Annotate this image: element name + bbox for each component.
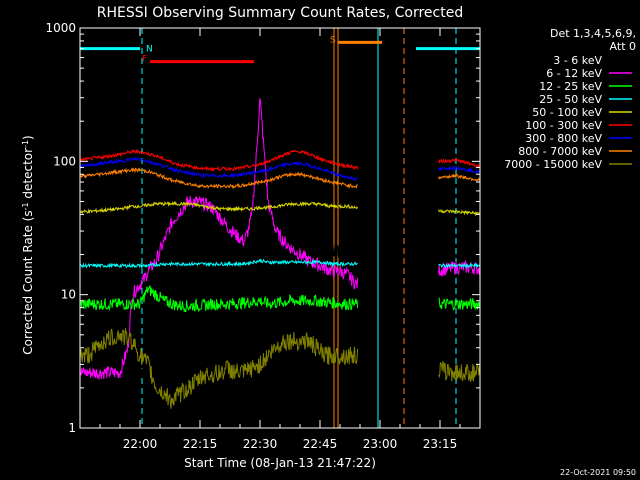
flag-label-s: S xyxy=(330,35,336,45)
y-axis-label: Corrected Count Rate (s-1 detector-1) xyxy=(21,135,36,354)
legend-label-7: 800 - 7000 keV xyxy=(518,145,602,158)
flag-label-n: N xyxy=(146,45,153,55)
legend-label-1: 6 - 12 keV xyxy=(546,67,602,80)
y-tick-label-0: 1 xyxy=(68,421,76,435)
x-tick-label-5: 23:15 xyxy=(423,437,458,451)
legend-label-4: 50 - 100 keV xyxy=(532,106,602,119)
x-tick-label-2: 22:30 xyxy=(243,437,278,451)
footer-date: 22-Oct-2021 09:50 xyxy=(560,468,636,477)
y-tick-label-2: 100 xyxy=(53,154,76,168)
y-tick-label-3: 1000 xyxy=(45,21,76,35)
legend-label-5: 100 - 300 keV xyxy=(525,119,602,132)
x-axis-label: Start Time (08-Jan-13 21:47:22) xyxy=(184,456,376,470)
legend-label-8: 7000 - 15000 keV xyxy=(504,158,602,171)
flag-label-f: F xyxy=(142,55,147,65)
legend-label-6: 300 - 800 keV xyxy=(525,132,602,145)
series-line-0 xyxy=(131,185,349,379)
legend-label-0: 3 - 6 keV xyxy=(553,54,602,67)
plot-frame xyxy=(79,27,481,429)
x-tick-label-1: 22:15 xyxy=(183,437,218,451)
x-tick-label-4: 23:00 xyxy=(363,437,398,451)
legend-label-3: 25 - 50 keV xyxy=(539,93,602,106)
legend-label-2: 12 - 25 keV xyxy=(539,80,602,93)
chart-title: RHESSI Observing Summary Count Rates, Co… xyxy=(97,5,463,21)
y-tick-label-1: 10 xyxy=(61,288,76,302)
x-tick-label-0: 22:00 xyxy=(123,437,158,451)
legend-header-line2: Att 0 xyxy=(610,40,636,53)
legend-header-line1: Det 1,3,4,5,6,9, xyxy=(550,27,636,40)
x-tick-label-3: 22:45 xyxy=(303,437,338,451)
